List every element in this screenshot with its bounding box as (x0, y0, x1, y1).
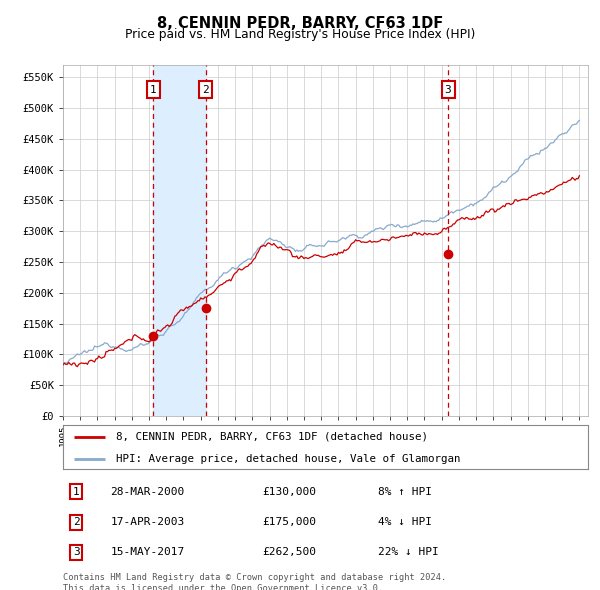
Text: 1: 1 (73, 487, 79, 497)
Text: Price paid vs. HM Land Registry's House Price Index (HPI): Price paid vs. HM Land Registry's House … (125, 28, 475, 41)
Text: 1: 1 (150, 84, 157, 94)
Text: £175,000: £175,000 (263, 517, 317, 527)
Text: 8, CENNIN PEDR, BARRY, CF63 1DF: 8, CENNIN PEDR, BARRY, CF63 1DF (157, 16, 443, 31)
Text: 3: 3 (73, 548, 79, 558)
Text: 17-APR-2003: 17-APR-2003 (110, 517, 185, 527)
Text: Contains HM Land Registry data © Crown copyright and database right 2024.
This d: Contains HM Land Registry data © Crown c… (63, 573, 446, 590)
Text: 8% ↑ HPI: 8% ↑ HPI (378, 487, 432, 497)
Text: £130,000: £130,000 (263, 487, 317, 497)
Text: 8, CENNIN PEDR, BARRY, CF63 1DF (detached house): 8, CENNIN PEDR, BARRY, CF63 1DF (detache… (115, 432, 427, 442)
Text: HPI: Average price, detached house, Vale of Glamorgan: HPI: Average price, detached house, Vale… (115, 454, 460, 464)
Text: £262,500: £262,500 (263, 548, 317, 558)
Text: 4% ↓ HPI: 4% ↓ HPI (378, 517, 432, 527)
Text: 22% ↓ HPI: 22% ↓ HPI (378, 548, 439, 558)
Bar (153, 65, 206, 416)
Text: 28-MAR-2000: 28-MAR-2000 (110, 487, 185, 497)
Text: 2: 2 (73, 517, 79, 527)
Text: 2: 2 (202, 84, 209, 94)
Text: 3: 3 (445, 84, 451, 94)
Text: 15-MAY-2017: 15-MAY-2017 (110, 548, 185, 558)
